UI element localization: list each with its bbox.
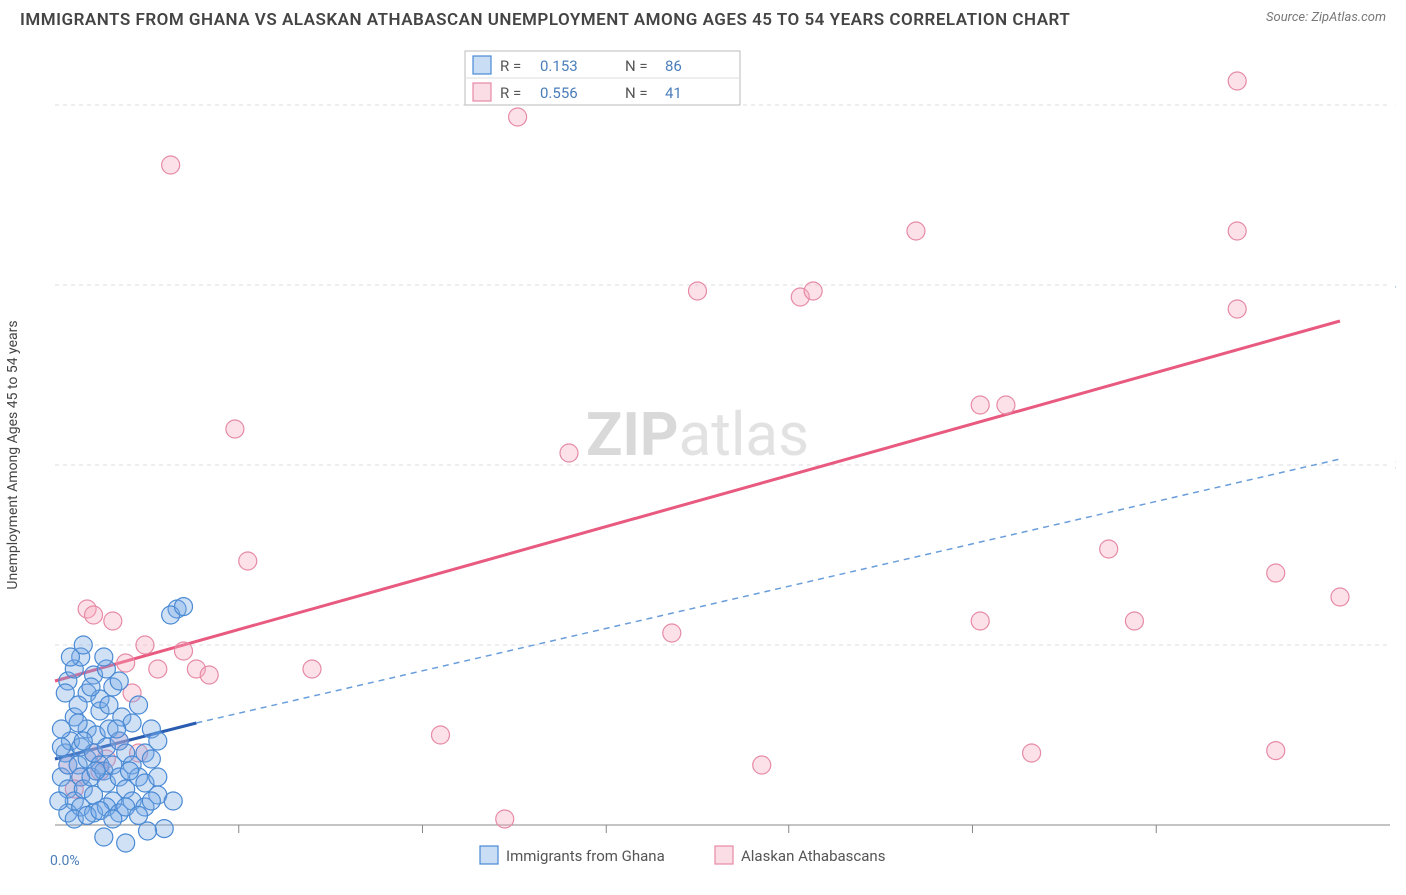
- data-point-blue: [82, 678, 100, 696]
- data-point-pink: [1125, 612, 1143, 630]
- stats-r-value: 0.556: [540, 84, 578, 102]
- legend-swatch-blue: [480, 846, 498, 864]
- data-point-pink: [136, 636, 154, 654]
- stats-r-label: R =: [500, 57, 521, 75]
- x-tick-label: 0.0%: [50, 853, 80, 869]
- scatter-chart: 15.0% 30.0% 45.0% 60.0% 0.0% 100.0% ZIPatlas Im…: [10, 35, 1396, 885]
- legend-swatch-pink: [715, 846, 733, 864]
- y-tick-label: 30.0%: [1395, 458, 1396, 474]
- data-point-blue: [155, 820, 173, 838]
- data-point-pink: [560, 444, 578, 462]
- data-point-blue: [130, 806, 148, 824]
- data-point-blue: [117, 834, 135, 852]
- data-point-blue: [149, 768, 167, 786]
- data-point-blue: [121, 762, 139, 780]
- data-point-pink: [689, 282, 707, 300]
- chart-source: Source: ZipAtlas.com: [1266, 10, 1386, 25]
- data-point-pink: [226, 420, 244, 438]
- data-point-pink: [907, 222, 925, 240]
- stats-r-value: 0.153: [540, 57, 578, 75]
- data-point-pink: [1023, 744, 1041, 762]
- data-point-pink: [104, 612, 122, 630]
- data-point-blue: [50, 792, 68, 810]
- data-point-blue: [149, 732, 167, 750]
- data-point-blue: [139, 822, 157, 840]
- data-point-pink: [496, 810, 514, 828]
- data-point-pink: [1331, 588, 1349, 606]
- data-point-pink: [1267, 742, 1285, 760]
- data-point-pink: [162, 156, 180, 174]
- data-point-blue: [95, 648, 113, 666]
- data-point-blue: [100, 696, 118, 714]
- data-point-blue: [110, 672, 128, 690]
- data-point-pink: [117, 654, 135, 672]
- data-point-pink: [971, 612, 989, 630]
- data-point-pink: [432, 726, 450, 744]
- data-point-blue: [130, 696, 148, 714]
- x-tick-label: 100.0%: [1395, 853, 1396, 869]
- data-point-pink: [1228, 300, 1246, 318]
- data-point-pink: [1267, 564, 1285, 582]
- stats-swatch-pink: [473, 83, 491, 101]
- stats-n-value: 41: [665, 84, 682, 102]
- data-point-pink: [239, 552, 257, 570]
- data-point-blue: [108, 720, 126, 738]
- watermark: ZIPatlas: [586, 399, 809, 470]
- stats-swatch-blue: [473, 56, 491, 74]
- y-tick-label: 45.0%: [1395, 278, 1396, 294]
- trend-line-blue-dash: [196, 459, 1340, 723]
- data-point-pink: [509, 108, 527, 126]
- data-point-blue: [95, 828, 113, 846]
- data-point-pink: [175, 642, 193, 660]
- data-point-blue: [142, 750, 160, 768]
- data-point-pink: [753, 756, 771, 774]
- source-name: ZipAtlas.com: [1311, 10, 1386, 25]
- data-point-blue: [56, 684, 74, 702]
- data-point-blue: [87, 762, 105, 780]
- stats-n-label: N =: [625, 84, 648, 102]
- y-tick-label: 15.0%: [1395, 638, 1396, 654]
- chart-container: Unemployment Among Ages 45 to 54 years 1…: [10, 35, 1396, 885]
- stats-n-value: 86: [665, 57, 682, 75]
- data-point-pink: [971, 396, 989, 414]
- data-point-blue: [164, 792, 182, 810]
- data-point-blue: [175, 598, 193, 616]
- data-point-blue: [142, 792, 160, 810]
- data-point-blue: [52, 720, 70, 738]
- legend-label-pink: Alaskan Athabascans: [741, 847, 885, 865]
- data-point-blue: [52, 738, 70, 756]
- data-point-pink: [303, 660, 321, 678]
- stats-n-label: N =: [625, 57, 648, 75]
- stats-r-label: R =: [500, 84, 521, 102]
- y-tick-label: 60.0%: [1395, 98, 1396, 114]
- legend-label-blue: Immigrants from Ghana: [506, 847, 665, 865]
- source-prefix: Source:: [1266, 10, 1311, 25]
- data-point-pink: [663, 624, 681, 642]
- data-point-blue: [74, 732, 92, 750]
- data-point-pink: [804, 282, 822, 300]
- data-point-pink: [85, 606, 103, 624]
- data-point-pink: [1100, 540, 1118, 558]
- data-point-blue: [61, 648, 79, 666]
- chart-title: IMMIGRANTS FROM GHANA VS ALASKAN ATHABAS…: [20, 10, 1070, 30]
- data-point-pink: [1228, 222, 1246, 240]
- trend-line-pink: [55, 321, 1340, 681]
- chart-header: IMMIGRANTS FROM GHANA VS ALASKAN ATHABAS…: [10, 10, 1396, 35]
- data-point-pink: [1228, 72, 1246, 90]
- data-point-pink: [149, 660, 167, 678]
- data-point-pink: [997, 396, 1015, 414]
- data-point-blue: [69, 714, 87, 732]
- data-point-pink: [200, 666, 218, 684]
